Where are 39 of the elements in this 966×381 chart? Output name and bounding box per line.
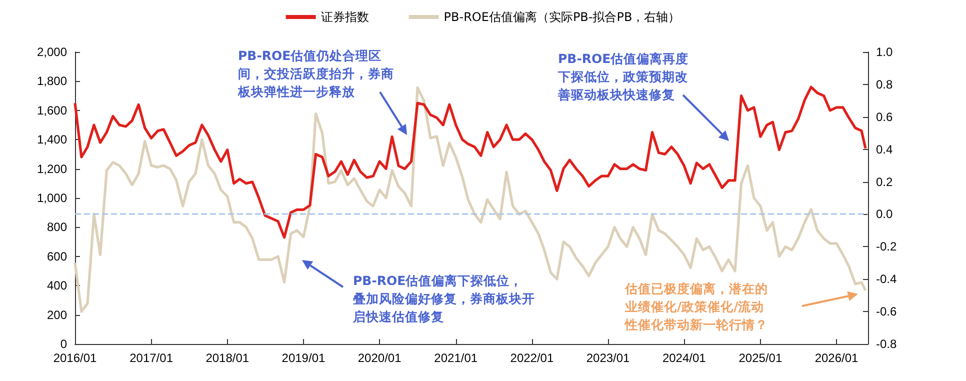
y-tick-label: 1,600 [36,103,68,118]
x-tick-label: 2024/01 [662,351,706,365]
annotation: PB-ROE估值偏离下探低位，叠加风险偏好修复，券商板块开启快速估值修复 [353,272,535,326]
y2-tick-label: 1.0 [876,45,894,59]
x-tick-label: 2017/01 [130,351,174,365]
annotation: 估值已极度偏离，潜在的业绩催化/政策催化/流动性催化带动新一轮行情？ [625,280,769,334]
x-tick-label: 2023/01 [586,351,630,365]
legend-label: PB-ROE估值偏离（实际PB-拟合PB，右轴） [444,10,680,24]
x-tick-label: 2020/01 [358,351,402,365]
annotation: PB-ROE估值偏离再度下探低位，政策预期改善驱动板块快速修复 [558,50,690,104]
y2-tick-label: 0.8 [876,77,894,92]
y-tick-label: 400 [46,278,68,293]
x-tick-label: 2025/01 [738,351,782,365]
y-tick-label: 0 [60,337,68,351]
x-tick-label: 2026/01 [814,351,859,365]
annotation: PB-ROE估值仍处合理区间，交投活跃度抬升，券商板块弹性进一步释放 [238,47,395,101]
y2-tick-label: 0.6 [876,110,894,124]
y2-tick-label: -0.2 [876,240,898,254]
y-tick-label: 600 [46,249,68,264]
y2-tick-label: 0.4 [876,142,894,156]
y2-tick-label: -0.4 [876,272,898,286]
y-tick-label: 800 [46,220,68,234]
x-tick-label: 2021/01 [434,351,478,365]
x-tick-label: 2019/01 [282,351,326,365]
legend-label: 证券指数 [320,10,369,24]
y2-tick-label: -0.8 [876,337,898,351]
y2-tick-label: 0.0 [876,207,894,222]
y-tick-label: 1,400 [36,132,68,147]
y2-tick-label: 0.2 [876,174,894,189]
x-tick-label: 2022/01 [510,351,554,365]
x-tick-label: 2016/01 [53,351,98,365]
y2-tick-label: -0.6 [876,304,898,319]
x-tick-label: 2018/01 [206,351,250,365]
y-tick-label: 1,800 [36,74,68,88]
y-tick-label: 200 [46,308,68,322]
y-tick-label: 2,000 [36,45,68,59]
y-tick-label: 1,000 [36,191,68,205]
line-series [74,86,867,239]
y-tick-label: 1,200 [36,162,68,176]
